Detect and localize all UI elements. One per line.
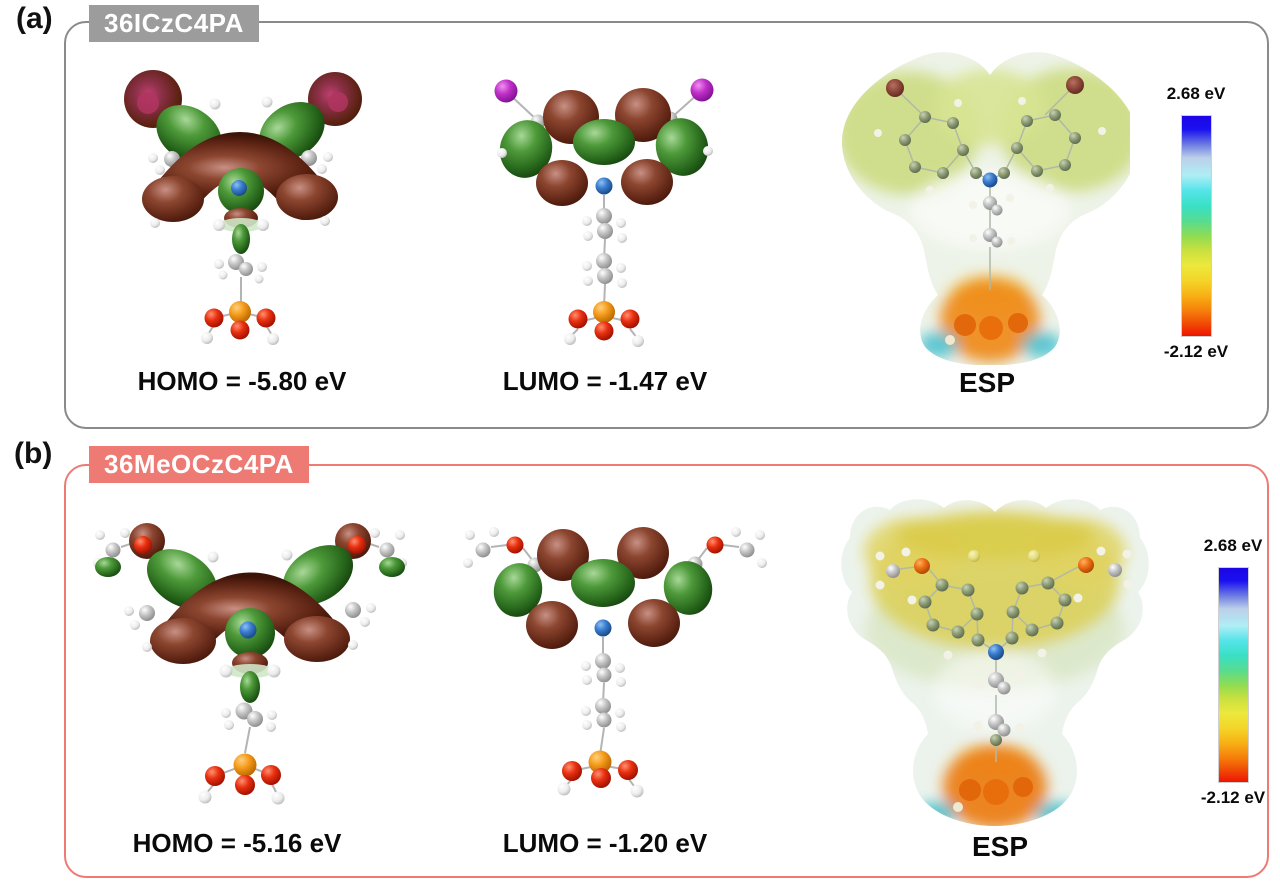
lumo-orbital-b (463, 527, 767, 798)
colorbar-a-max-label: 2.68 eV (1166, 84, 1226, 103)
panel-a-molecule-badge: 36ICzC4PA (89, 5, 259, 43)
esp-caption-a: ESP (958, 367, 1016, 398)
colorbar-b-max-label: 2.68 eV (1203, 536, 1263, 555)
panel-a-tag: (a) (16, 2, 53, 35)
lumo-caption-a: LUMO = -1.47 eV (502, 366, 708, 396)
homo-orbital-b (93, 523, 407, 805)
homo-caption-a: HOMO = -5.80 eV (137, 366, 347, 396)
panel-b-molecule-badge: 36MeOCzC4PA (89, 446, 309, 484)
esp-surface-a (841, 52, 1130, 365)
homo-caption-b: HOMO = -5.16 eV (132, 828, 342, 858)
esp-surface-b (841, 499, 1149, 826)
colorbar-a-min-label: -2.12 eV (1163, 342, 1229, 361)
colorbar-b (1218, 567, 1249, 783)
homo-orbital-a (124, 70, 362, 345)
colorbar-a (1181, 115, 1212, 337)
panel-b-tag: (b) (14, 437, 53, 470)
colorbar-b-min-label: -2.12 eV (1200, 788, 1266, 807)
esp-caption-b: ESP (971, 831, 1029, 862)
lumo-orbital-a (494, 78, 714, 347)
lumo-caption-b: LUMO = -1.20 eV (502, 828, 708, 858)
